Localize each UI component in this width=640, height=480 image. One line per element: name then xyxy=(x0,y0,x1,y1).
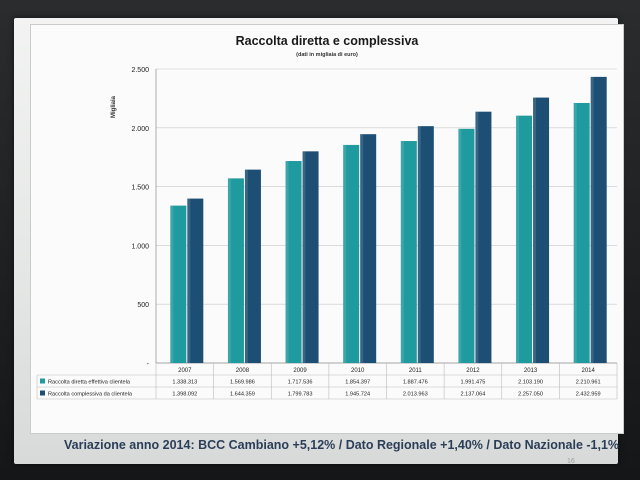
bar-highlight xyxy=(590,76,594,363)
y-tick-label: 2.500 xyxy=(131,67,149,74)
bar-highlight xyxy=(400,141,404,363)
footer-variation-note: Variazione anno 2014: BCC Cambiano +5,12… xyxy=(64,438,620,452)
legend-entry: Raccolta diretta effettiva clientela xyxy=(48,380,131,386)
bar-highlight xyxy=(533,97,537,363)
bar-complessiva xyxy=(417,126,434,363)
page-number: 16 xyxy=(567,458,575,465)
legend-swatch xyxy=(40,378,45,384)
x-tick-label: 2014 xyxy=(582,368,596,374)
bar-diretta xyxy=(227,178,244,363)
bar-highlight xyxy=(170,205,174,363)
bar-highlight xyxy=(187,198,191,363)
data-label: 1.887.476 xyxy=(403,380,428,386)
data-label: 2.432.959 xyxy=(576,392,601,398)
y-tick-label: 2.000 xyxy=(131,126,149,133)
bar-complessiva xyxy=(302,151,319,363)
data-label: 1.569.986 xyxy=(230,380,255,386)
bar-highlight xyxy=(360,134,364,363)
bar-highlight xyxy=(475,111,479,363)
data-label: 1.854.397 xyxy=(345,380,370,386)
x-tick-label: 2011 xyxy=(409,368,423,374)
y-tick-label: 1.500 xyxy=(131,185,149,192)
data-label: 1.799.783 xyxy=(288,392,313,398)
data-label: 1.398.092 xyxy=(172,392,197,398)
data-label: 2.210.961 xyxy=(576,380,601,386)
bar-highlight xyxy=(516,115,520,363)
y-tick-label: 500 xyxy=(137,302,149,309)
x-tick-label: 2007 xyxy=(178,368,192,374)
data-label: 2.103.190 xyxy=(518,380,543,386)
bar-complessiva xyxy=(187,198,204,363)
legend-swatch xyxy=(40,390,45,396)
bar-chart: Raccolta diretta e complessiva (dati in m… xyxy=(36,34,618,400)
x-tick-label: 2012 xyxy=(466,368,480,374)
bar-diretta xyxy=(170,205,187,363)
data-label: 1.991.475 xyxy=(460,380,485,386)
chart-title: Raccolta diretta e complessiva xyxy=(236,34,420,48)
bar-diretta xyxy=(573,102,590,363)
bar-highlight xyxy=(227,178,231,363)
bar-highlight xyxy=(285,161,289,363)
x-tick-label: 2009 xyxy=(293,368,307,374)
data-label: 2.257.050 xyxy=(518,392,543,398)
chart-subtitle: (dati in migliaia di euro) xyxy=(296,52,358,58)
x-tick-label: 2013 xyxy=(524,368,538,374)
bar-highlight xyxy=(417,126,421,363)
y-axis-label: Migliaia xyxy=(111,95,117,118)
y-tick-label: 1.000 xyxy=(131,243,149,250)
bar-highlight xyxy=(244,169,248,363)
presentation-slide: Raccolta diretta e complessiva (dati in m… xyxy=(14,18,624,465)
bar-diretta xyxy=(285,161,302,363)
bar-diretta xyxy=(458,128,475,363)
data-label: 1.717.536 xyxy=(288,380,313,386)
bar-complessiva xyxy=(475,111,492,363)
bar-highlight xyxy=(302,151,306,363)
bar-diretta xyxy=(343,144,360,363)
bar-complessiva xyxy=(590,76,607,363)
data-label: 1.338.313 xyxy=(172,380,197,386)
bar-diretta xyxy=(516,115,533,363)
data-label: 2.137.064 xyxy=(460,392,485,398)
data-label: 1.644.359 xyxy=(230,392,255,398)
bar-diretta xyxy=(400,141,417,363)
data-label: 1.945.724 xyxy=(345,392,370,398)
bar-complessiva xyxy=(533,97,550,363)
y-tick-label: - xyxy=(147,361,150,368)
x-tick-label: 2008 xyxy=(236,368,250,374)
bar-highlight xyxy=(573,102,577,363)
legend-entry: Raccolta complessiva da clientela xyxy=(48,392,133,398)
x-tick-label: 2010 xyxy=(351,368,365,374)
chart-panel: Raccolta diretta e complessiva (dati in m… xyxy=(30,24,624,434)
bar-highlight xyxy=(343,144,347,363)
bar-complessiva xyxy=(360,134,377,363)
bar-highlight xyxy=(458,128,462,363)
bar-complessiva xyxy=(244,169,261,363)
data-label: 2.013.963 xyxy=(403,392,428,398)
